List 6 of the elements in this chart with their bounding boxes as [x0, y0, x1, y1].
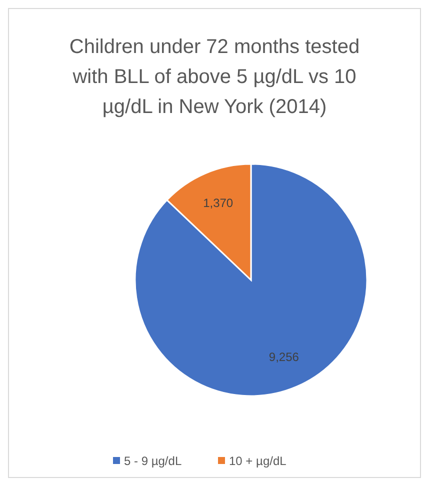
- pie-slice: [134, 163, 368, 397]
- legend-label: 5 - 9 µg/dL: [124, 454, 182, 468]
- data-label: 1,370: [203, 196, 234, 210]
- data-label: 9,256: [268, 350, 300, 364]
- legend-label: 10 + µg/dL: [229, 454, 287, 468]
- chart-title: Children under 72 months tested with BLL of above 5 µg/dL vs 10 µg/dL in New York (2014): [69, 36, 360, 118]
